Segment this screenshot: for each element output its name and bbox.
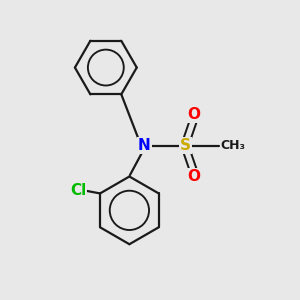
Text: O: O <box>188 169 201 184</box>
Text: S: S <box>180 138 191 153</box>
Text: O: O <box>188 107 201 122</box>
Text: N: N <box>138 138 151 153</box>
Text: Cl: Cl <box>70 183 86 198</box>
Text: CH₃: CH₃ <box>221 139 246 152</box>
